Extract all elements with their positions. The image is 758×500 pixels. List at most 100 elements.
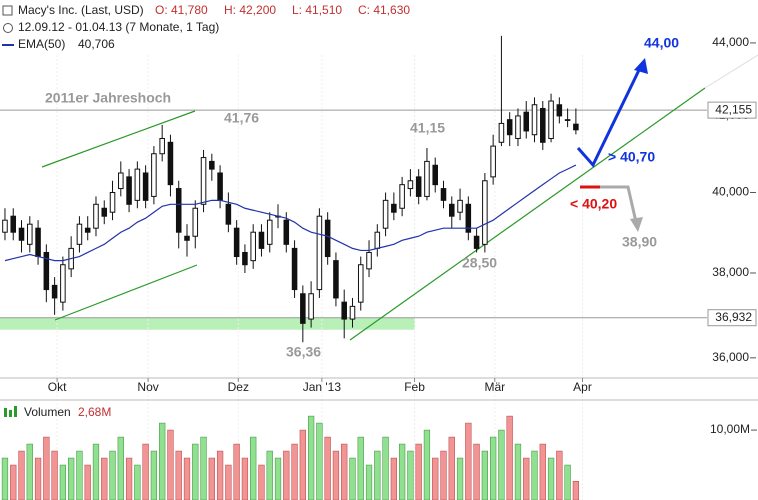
level-box bbox=[707, 101, 757, 119]
x-tick-label: Okt bbox=[48, 380, 67, 394]
candle-body bbox=[242, 251, 248, 266]
level-label: 42,155 bbox=[715, 102, 752, 116]
up-arrow bbox=[576, 67, 642, 168]
down-arrow bbox=[600, 185, 638, 223]
candle-body bbox=[84, 227, 91, 233]
volume-bar bbox=[183, 457, 191, 500]
volume-bar bbox=[117, 436, 124, 500]
volume-bar bbox=[167, 429, 174, 500]
candle-body bbox=[225, 203, 232, 225]
volume-bar bbox=[125, 457, 133, 500]
annotation: 41,76 bbox=[224, 110, 259, 126]
volume-bar bbox=[76, 450, 83, 500]
ohlc: O: 41,780 bbox=[155, 3, 208, 17]
legend-label: Volumen bbox=[24, 405, 71, 419]
candle-body bbox=[134, 168, 141, 201]
candle-body bbox=[283, 219, 290, 245]
volume-bar bbox=[448, 436, 455, 500]
candle-body bbox=[366, 251, 372, 270]
candle-body bbox=[357, 264, 364, 303]
candle-body bbox=[266, 219, 273, 245]
ohlc: C: 41,630 bbox=[358, 3, 410, 17]
y-tick-label: 40,000 bbox=[712, 185, 749, 199]
chart-title: Macy's Inc. (Last, USD) bbox=[18, 3, 144, 17]
candle-body bbox=[473, 235, 480, 249]
candle-body bbox=[101, 207, 108, 217]
volume-bar bbox=[258, 464, 265, 500]
volume-bar bbox=[506, 415, 513, 500]
candle-body bbox=[556, 104, 563, 117]
legend-label: EMA(50) bbox=[18, 37, 65, 51]
candle-body bbox=[506, 119, 513, 136]
candle-body bbox=[93, 203, 99, 229]
volume-bar bbox=[382, 436, 389, 500]
ema-line bbox=[4, 164, 577, 262]
candle-body bbox=[573, 123, 579, 131]
volume-bar bbox=[84, 464, 91, 500]
candle-body bbox=[291, 247, 298, 291]
volume-bar bbox=[539, 443, 546, 500]
volume-bar bbox=[423, 429, 431, 500]
candle-body bbox=[548, 100, 554, 139]
x-tick-label: Feb bbox=[404, 380, 425, 394]
volume-bar bbox=[150, 450, 158, 500]
candle-body bbox=[43, 251, 50, 291]
volume-bar bbox=[324, 436, 331, 500]
volume-bar bbox=[481, 450, 488, 500]
annotation: > 40,70 bbox=[608, 149, 655, 165]
volume-bar bbox=[291, 443, 298, 500]
candle-body bbox=[200, 157, 207, 205]
volume-bar bbox=[349, 457, 356, 500]
candle-body bbox=[465, 203, 472, 233]
candle-body bbox=[300, 293, 306, 324]
volume-bar bbox=[101, 457, 108, 500]
candle-body bbox=[192, 207, 199, 237]
volume-bar bbox=[10, 464, 17, 500]
volume-bar bbox=[34, 457, 42, 500]
candle-body bbox=[515, 115, 521, 139]
volume-bar bbox=[572, 481, 580, 500]
volume-bar bbox=[357, 436, 364, 500]
candle-body bbox=[27, 223, 33, 245]
candle-body bbox=[498, 122, 505, 143]
trend-line bbox=[54, 264, 198, 321]
candle-body bbox=[250, 231, 256, 262]
level-label: 36,932 bbox=[715, 310, 752, 324]
candle-body bbox=[324, 219, 331, 258]
candle-body bbox=[142, 172, 149, 201]
volume-bar bbox=[233, 443, 240, 500]
candle-body bbox=[374, 231, 381, 249]
candle-body bbox=[540, 107, 546, 143]
candle-body bbox=[167, 141, 174, 186]
volume-bar bbox=[556, 450, 563, 500]
candle-body bbox=[523, 111, 530, 132]
candle-body bbox=[482, 180, 488, 245]
x-tick-label: Nov bbox=[137, 380, 158, 394]
candle-body bbox=[457, 199, 463, 213]
candle-body bbox=[391, 203, 397, 213]
candle-body bbox=[159, 137, 165, 155]
y-tick-label: 38,000 bbox=[712, 265, 749, 279]
candle-body bbox=[76, 223, 83, 245]
candle-body bbox=[209, 160, 215, 170]
volume-bar bbox=[415, 443, 422, 500]
icon bbox=[3, 23, 13, 33]
level-box bbox=[707, 309, 757, 327]
volume-bar bbox=[18, 450, 25, 500]
candle-body bbox=[184, 235, 190, 241]
candle-body bbox=[2, 219, 8, 233]
volume-bar bbox=[473, 443, 480, 500]
volume-bar bbox=[490, 436, 497, 500]
candle-body bbox=[432, 164, 438, 186]
annotation: 38,90 bbox=[622, 234, 657, 250]
x-tick-label: Dez bbox=[228, 380, 249, 394]
icon bbox=[9, 410, 12, 417]
volume-bar bbox=[26, 443, 33, 500]
volume-bar bbox=[175, 450, 182, 500]
trend-line bbox=[41, 110, 196, 168]
arrow-head bbox=[630, 217, 643, 232]
volume-bar bbox=[192, 443, 199, 500]
volume-bar bbox=[274, 457, 282, 500]
